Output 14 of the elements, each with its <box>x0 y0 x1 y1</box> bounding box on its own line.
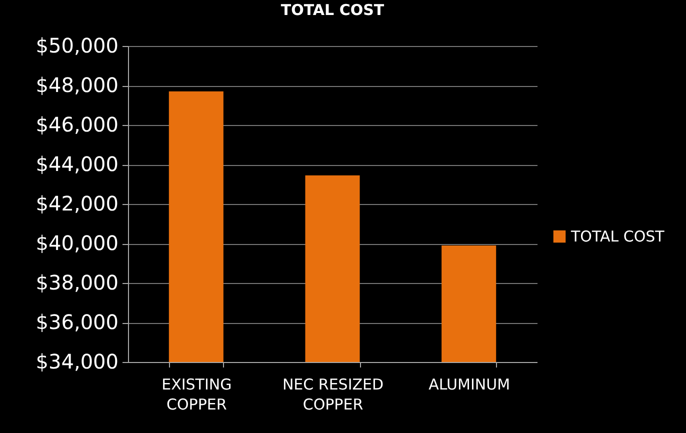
y-tick-label: $44,000 <box>36 152 118 176</box>
legend-label: TOTAL COST <box>570 228 666 246</box>
y-tick-label: $34,000 <box>36 350 118 374</box>
y-tick-label: $50,000 <box>36 34 118 58</box>
y-tick-label: $36,000 <box>36 310 118 334</box>
y-tick-label: $48,000 <box>36 73 118 97</box>
y-tick-label: $46,000 <box>36 112 118 136</box>
y-tick-label: $38,000 <box>36 270 118 294</box>
x-tick-label: NEC RESIZED COPPER <box>282 376 384 414</box>
x-tick-label: ALUMINUM <box>428 376 510 394</box>
y-tick-label: $40,000 <box>36 231 118 255</box>
y-tick-label: $42,000 <box>36 192 118 216</box>
x-tick-label: EXISTING COPPER <box>162 376 232 414</box>
chart-title: TOTAL COST <box>280 1 385 19</box>
